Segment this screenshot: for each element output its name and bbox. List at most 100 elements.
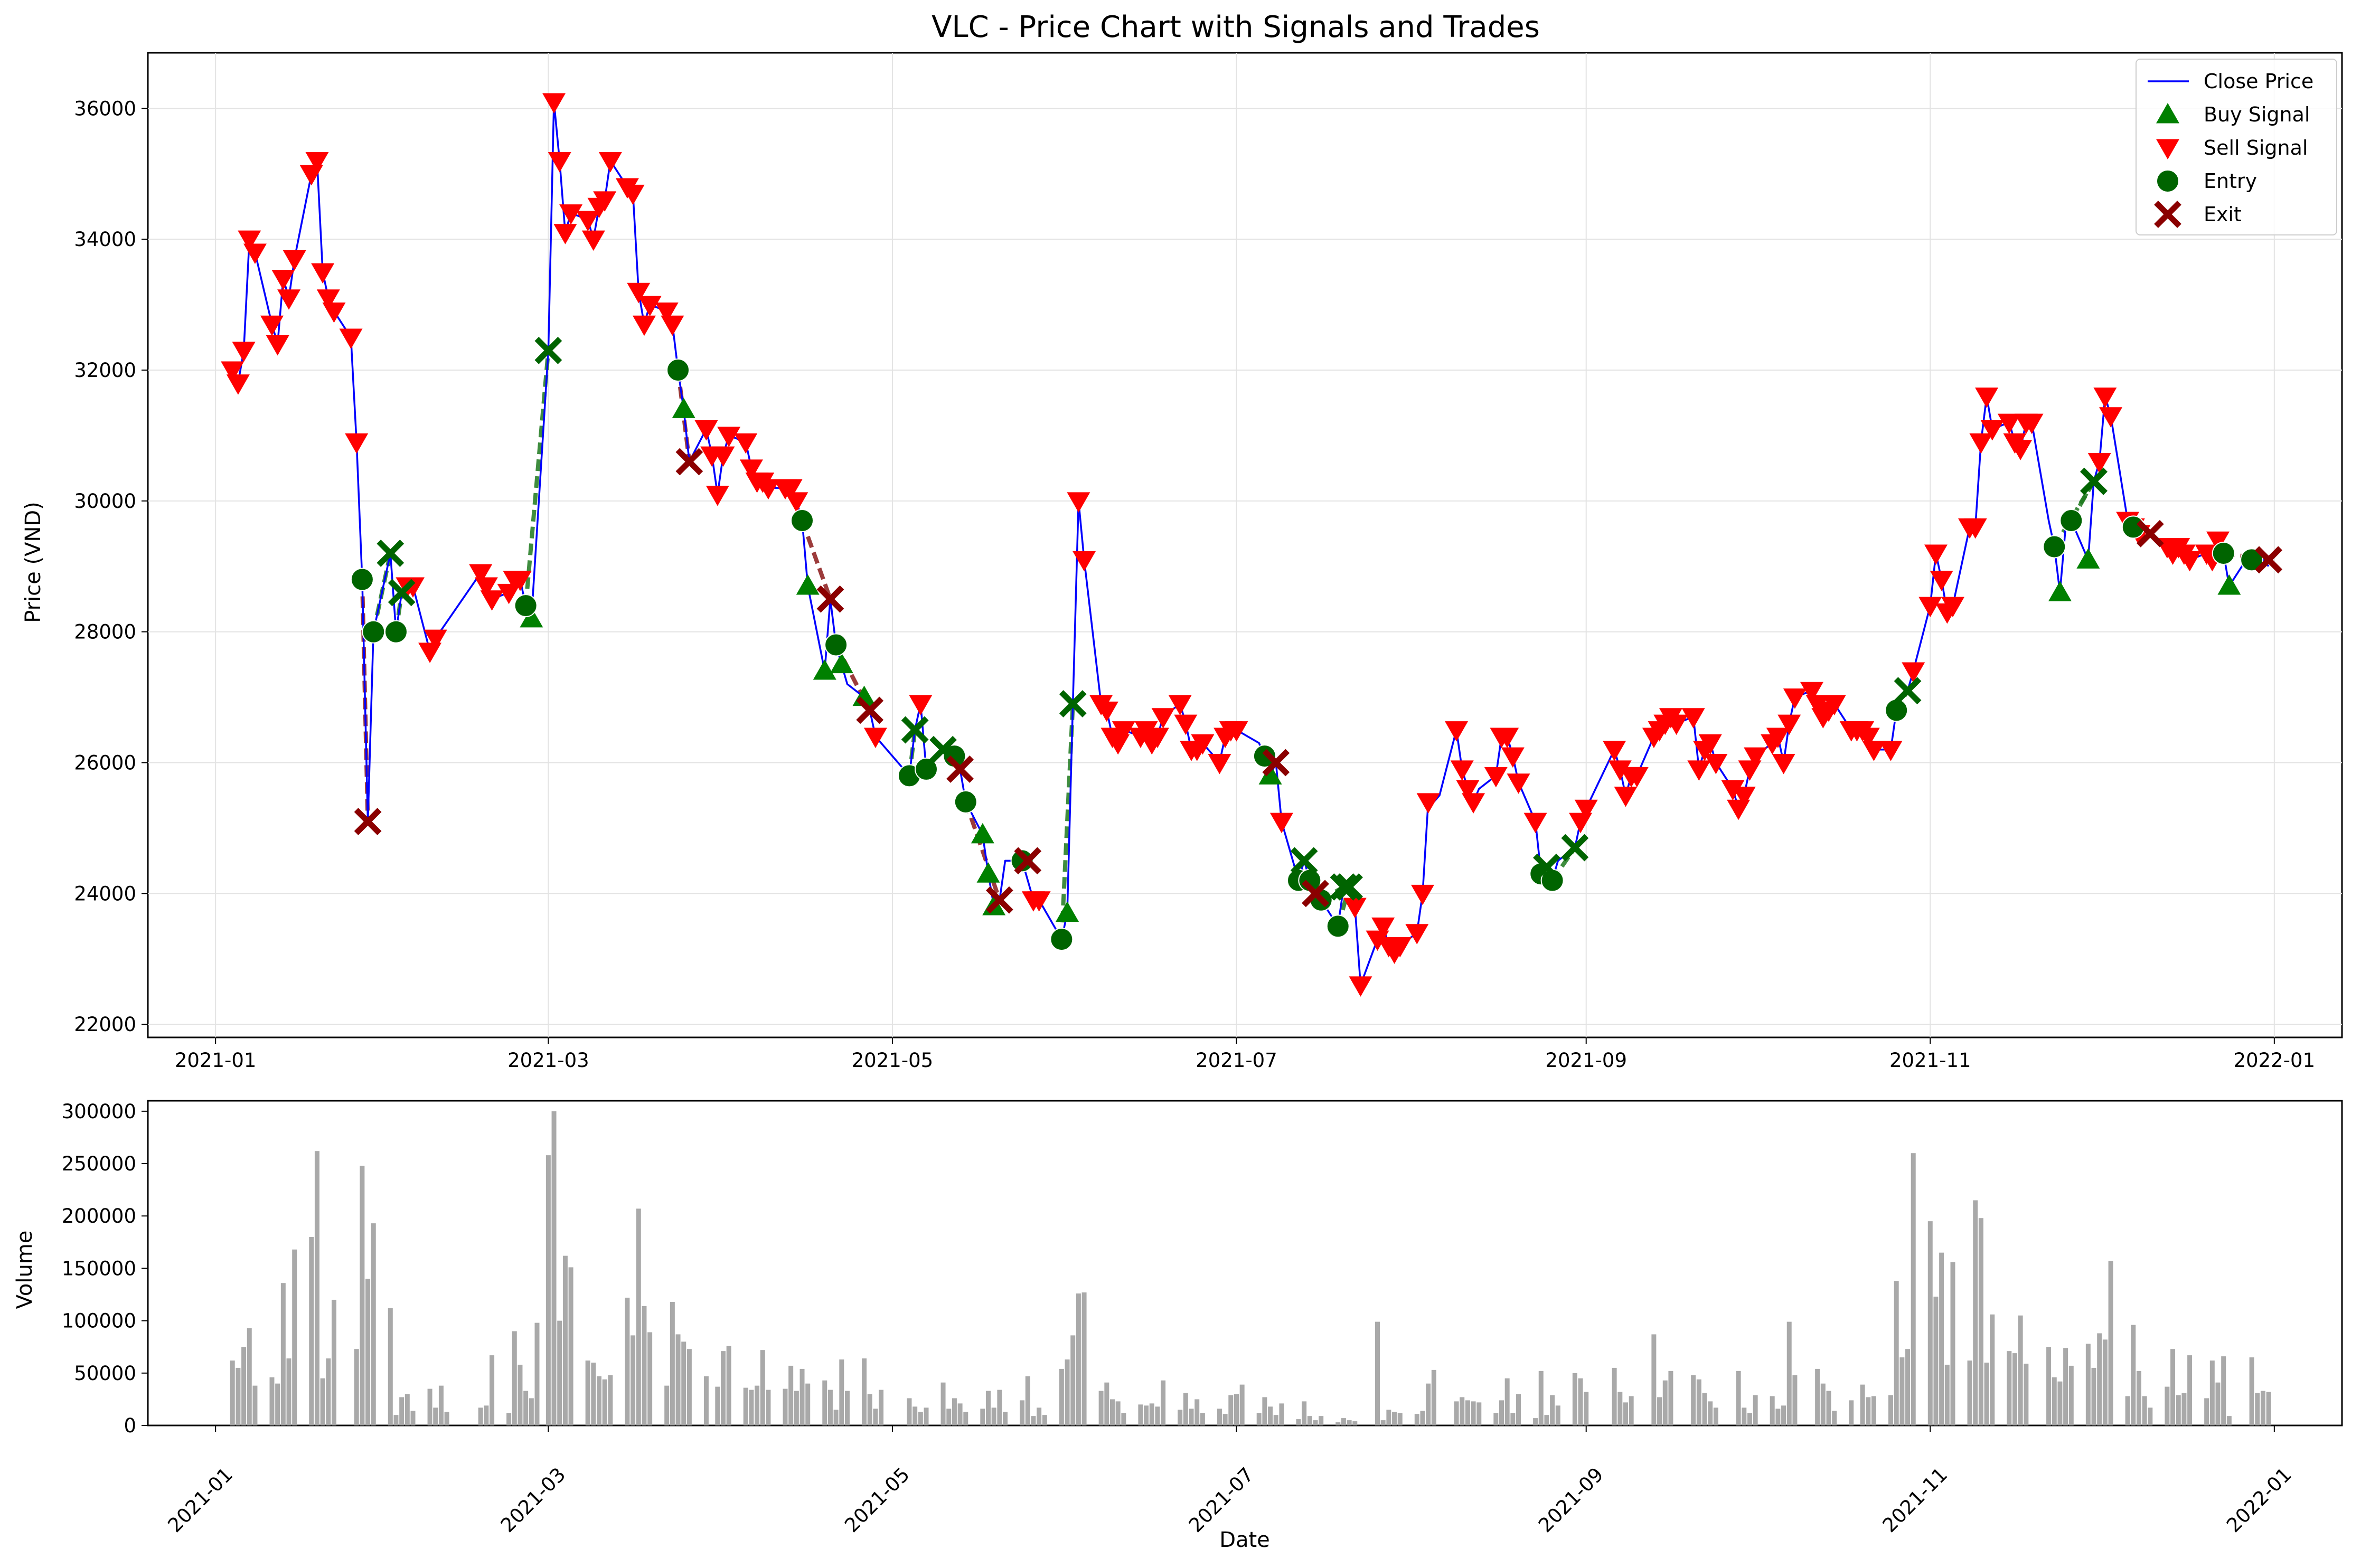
volume-bar — [2052, 1377, 2057, 1425]
price-y-tick-label: 24000 — [74, 882, 136, 905]
sell-signal-marker — [1574, 799, 1598, 820]
volume-bar — [1550, 1395, 1555, 1425]
volume-bar — [1899, 1357, 1905, 1425]
trade-connector — [800, 519, 833, 600]
sell-signal-marker — [1783, 688, 1807, 709]
volume-bar — [320, 1378, 325, 1425]
volume-bar — [1499, 1400, 1504, 1425]
volume-bar — [1617, 1392, 1623, 1425]
volume-bar — [410, 1411, 416, 1425]
sell-signal-marker — [305, 152, 329, 173]
sell-signal-marker — [863, 728, 887, 748]
volume-bar — [1662, 1380, 1668, 1425]
volume-bar — [822, 1380, 827, 1425]
sell-signal-marker — [756, 479, 780, 500]
sell-signal-marker — [1902, 662, 1925, 683]
volume-bar — [2181, 1393, 2187, 1425]
price-x-tick-label: 2022-01 — [2234, 1049, 2316, 1072]
volume-bar — [924, 1408, 929, 1425]
entry-marker — [384, 620, 408, 644]
exit-marker — [901, 716, 929, 744]
volume-bar — [2125, 1396, 2130, 1425]
sell-signal-marker — [621, 184, 645, 205]
sell-signal-marker — [1151, 708, 1175, 729]
legend-label: Exit — [2204, 203, 2242, 226]
volume-bar — [438, 1385, 444, 1425]
volume-bar — [1538, 1371, 1544, 1425]
sell-signal-marker — [593, 191, 617, 212]
trade-connector — [963, 801, 1002, 901]
volume-bar — [484, 1405, 489, 1425]
sell-signal-marker — [480, 590, 504, 611]
sell-signal-marker — [1704, 754, 1728, 774]
exit-marker — [1059, 690, 1087, 717]
volume-bar — [1042, 1415, 1047, 1425]
volume-bar — [286, 1358, 291, 1425]
volume-bar — [743, 1387, 748, 1425]
volume-bar — [365, 1279, 371, 1425]
volume-bar — [1465, 1400, 1470, 1425]
volume-bar — [2007, 1351, 2012, 1425]
sell-signal-marker — [238, 230, 261, 251]
sell-signal-marker — [1462, 793, 1485, 814]
sell-signal-marker — [632, 315, 656, 336]
volume-bar — [788, 1365, 794, 1425]
volume-bar — [642, 1306, 647, 1425]
sell-signal-marker — [1744, 747, 1767, 768]
volume-bar — [1668, 1371, 1673, 1425]
price-y-tick-label: 34000 — [74, 228, 136, 251]
volume-bar — [1234, 1394, 1239, 1425]
sell-signal-marker — [734, 433, 758, 454]
price-gridlines — [148, 53, 2342, 1037]
sell-signal-marker — [1766, 728, 1790, 748]
volume-bar — [247, 1328, 252, 1425]
volume-bar — [1307, 1416, 1312, 1425]
volume-bar — [1109, 1399, 1115, 1425]
price-x-axis: 2021-01 2021-03 2021-05 2021-07 2021-09 2021-… — [175, 1037, 2315, 1072]
sell-signal-marker — [627, 282, 651, 304]
chart-title: VLC - Price Chart with Signals and Trade… — [932, 10, 1540, 44]
volume-bar — [1268, 1406, 1273, 1425]
volume-bar — [1696, 1379, 1701, 1425]
volume-bar — [783, 1388, 788, 1425]
volume-bar — [1781, 1405, 1786, 1425]
volume-bar — [636, 1208, 641, 1425]
volume-bar — [236, 1367, 241, 1425]
sell-signal-marker — [661, 315, 684, 336]
price-x-tick-label: 2021-07 — [1196, 1049, 1277, 1072]
volume-bar — [2097, 1333, 2102, 1425]
volume-bar — [664, 1385, 670, 1425]
volume-bar — [1973, 1200, 1978, 1425]
volume-bar — [1426, 1383, 1431, 1425]
sell-signal-marker — [1721, 780, 1745, 801]
volume-bar — [1786, 1321, 1792, 1425]
sell-signal-marker — [1800, 682, 1823, 703]
sell-signal-marker — [1445, 721, 1469, 742]
entry-marker — [915, 757, 938, 781]
entry-marker — [1253, 744, 1276, 768]
volume-bar — [602, 1379, 607, 1425]
volume-y-tick-label: 100000 — [62, 1310, 136, 1333]
sell-signal-marker — [655, 302, 679, 323]
buy-signal-marker — [1258, 764, 1282, 785]
sell-signal-marker — [2178, 551, 2202, 572]
sell-signal-marker — [1969, 433, 1993, 454]
price-plot-area — [147, 52, 2343, 1038]
volume-bar — [946, 1409, 952, 1425]
volume-bar — [1194, 1399, 1200, 1425]
volume-bar — [1341, 1418, 1346, 1425]
volume-bar — [1894, 1281, 1899, 1425]
volume-bar — [2024, 1363, 2029, 1425]
volume-bar — [2215, 1382, 2221, 1425]
volume-bar — [952, 1398, 957, 1425]
volume-bar — [794, 1391, 799, 1425]
sell-signal-marker — [909, 695, 933, 716]
volume-bar — [1144, 1405, 1149, 1425]
legend-swatch — [2156, 103, 2179, 124]
sell-signal-marker — [1523, 813, 1547, 834]
volume-bar — [1302, 1401, 1307, 1425]
entry-marker — [1010, 849, 1034, 873]
volume-bar — [427, 1388, 432, 1425]
volume-bar — [827, 1390, 833, 1425]
price-panel: 2021-01 2021-03 2021-05 2021-07 2021-09 2021-… — [21, 52, 2343, 1072]
